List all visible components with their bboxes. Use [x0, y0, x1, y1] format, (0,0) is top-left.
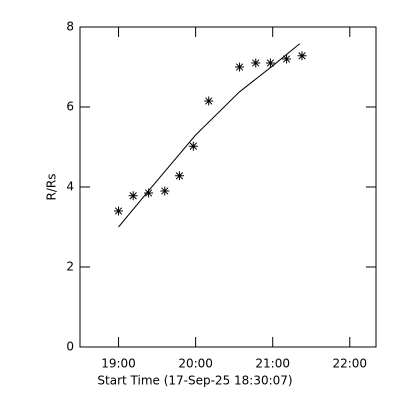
- point: [265, 58, 275, 68]
- point: [188, 141, 198, 151]
- y-tick-label: 2: [66, 260, 74, 274]
- point: [282, 54, 292, 64]
- point: [235, 62, 245, 72]
- point: [144, 188, 154, 198]
- x-tick-label: 20:00: [178, 357, 213, 371]
- point: [114, 206, 124, 216]
- y-tick-label: 8: [66, 20, 74, 34]
- x-tick-label: 19:00: [101, 357, 136, 371]
- x-tick-label: 22:00: [332, 357, 367, 371]
- point: [160, 186, 170, 196]
- point: [128, 191, 138, 201]
- y-tick-label: 4: [66, 180, 74, 194]
- point: [174, 171, 184, 181]
- point: [251, 58, 261, 68]
- y-tick-label: 6: [66, 100, 74, 114]
- x-axis-label: Start Time (17-Sep-25 18:30:07): [97, 374, 292, 388]
- plot-frame: [79, 26, 377, 348]
- x-tick-label: 21:00: [255, 357, 290, 371]
- fit-line: [118, 43, 301, 228]
- y-tick-label: 0: [66, 340, 74, 354]
- point: [204, 96, 214, 106]
- y-axis-label: R/Rs: [45, 174, 59, 201]
- point: [297, 51, 307, 61]
